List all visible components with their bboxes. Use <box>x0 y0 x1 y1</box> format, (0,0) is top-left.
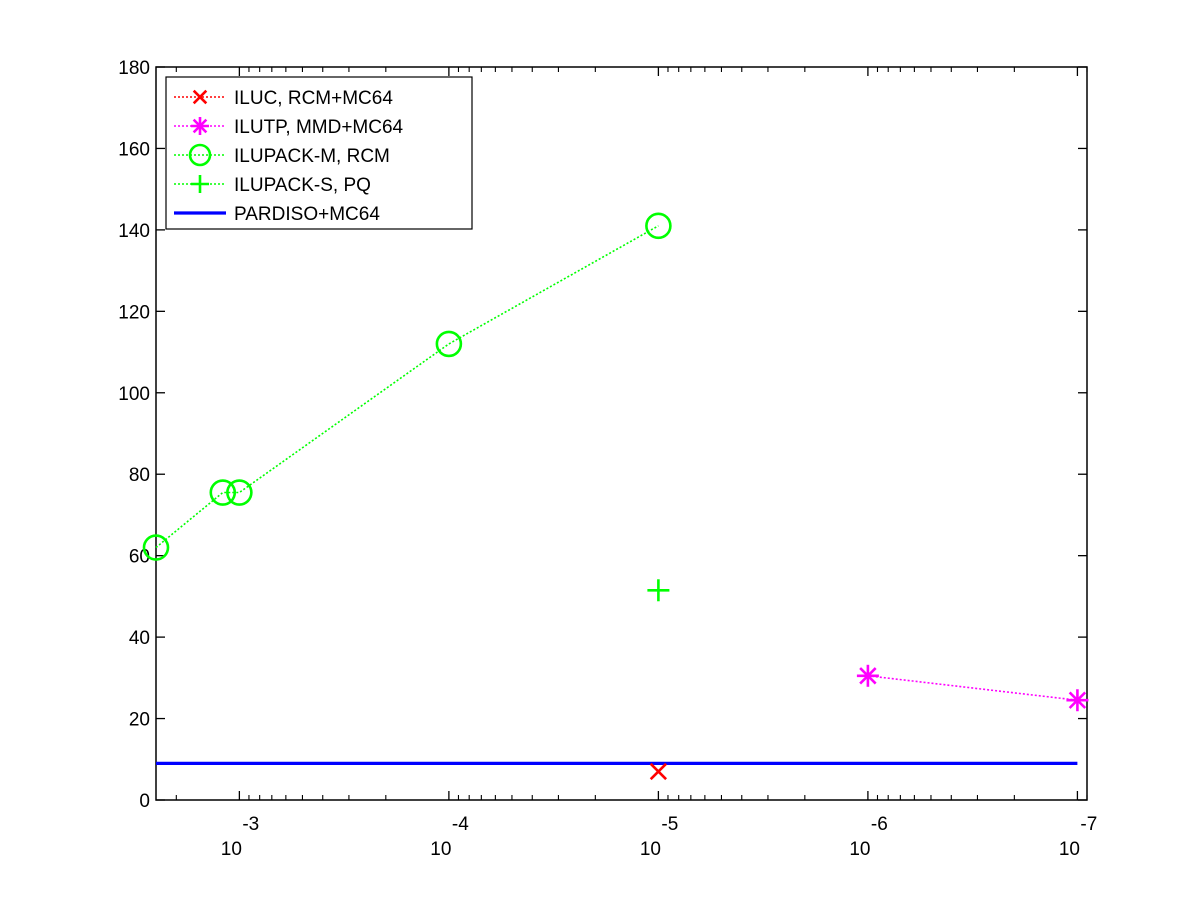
marker-asterisk <box>859 667 877 685</box>
marker-circle <box>226 479 253 506</box>
marker-asterisk <box>192 118 208 134</box>
marker-x <box>649 762 668 781</box>
y-tick-label: 160 <box>118 139 150 160</box>
y-tick-label: 120 <box>118 302 150 323</box>
y-tick-label: 0 <box>139 791 150 812</box>
series-lines <box>155 225 1078 766</box>
x-tick-exponent: -4 <box>452 814 469 835</box>
legend-label: ILUPACK-M, RCM <box>234 146 390 167</box>
y-tick-label: 180 <box>118 58 150 79</box>
marker-circle <box>435 330 463 358</box>
marker-circle <box>645 212 672 240</box>
y-tick-label: 20 <box>129 710 150 731</box>
x-tick-exponent: -5 <box>661 814 678 835</box>
legend-label: PARDISO+MC64 <box>234 204 380 225</box>
legend-label: ILUC, RCM+MC64 <box>234 88 393 109</box>
y-tick-label: 100 <box>118 384 150 405</box>
x-tick-exponent: -6 <box>871 814 888 835</box>
y-tick-label: 60 <box>129 547 150 568</box>
y-tick-label: 40 <box>129 628 150 649</box>
x-tick-base: 10 <box>221 839 242 860</box>
x-tick-exponent: -7 <box>1080 814 1097 835</box>
series-line <box>155 225 659 549</box>
legend: ILUC, RCM+MC64 ILUTP, MMD+MC64 ILUPACK-M, … <box>165 76 473 230</box>
axis-ticks: 02040608010012014016018010-310-410-510-6… <box>118 58 1097 860</box>
legend-box <box>165 76 473 230</box>
marker-circle <box>142 534 170 561</box>
x-tick-exponent: -3 <box>242 814 259 835</box>
marker-circle <box>209 479 237 506</box>
marker-x <box>192 89 208 105</box>
series-markers <box>142 212 1089 781</box>
legend-label: ILUTP, MMD+MC64 <box>234 117 404 138</box>
marker-circle <box>188 143 212 167</box>
marker-asterisk <box>1068 691 1087 709</box>
y-tick-label: 140 <box>118 221 150 242</box>
x-tick-base: 10 <box>640 839 661 860</box>
series-line <box>867 675 1078 701</box>
x-tick-base: 10 <box>1059 839 1080 860</box>
legend-label: ILUPACK-S, PQ <box>234 175 371 196</box>
y-tick-label: 80 <box>129 465 150 486</box>
x-tick-base: 10 <box>849 839 870 860</box>
x-tick-base: 10 <box>430 839 451 860</box>
